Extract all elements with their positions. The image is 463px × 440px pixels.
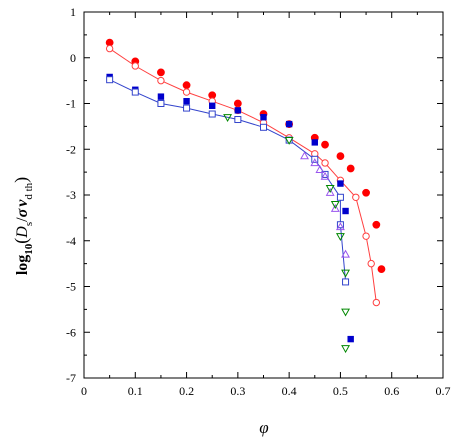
series-5-point [325,185,335,193]
series-5-point [341,345,351,354]
tick-labels: 0 0.1 0.2 0.3 0.4 0.5 0.6 0.7 -7 -6 -5 -4 -3 -2 -1 0 1 [66,5,451,398]
y-tick-label: -1 [66,97,76,111]
series-1-point [105,44,114,53]
x-tick-label: 0 [81,384,87,398]
series-3-point [321,170,329,178]
y-label-sigma: σ [14,208,31,217]
series-0-point [182,81,191,90]
series-3-point [260,123,267,131]
x-tick-label: 0.3 [230,384,245,398]
y-label-slash: / [14,217,31,222]
series-4-point [315,165,325,173]
y-tick-label: -7 [66,371,76,385]
x-tick-label: 0.1 [128,384,143,398]
series-1-point [367,259,375,268]
y-label-log-sub: 10 [23,243,35,255]
series-2-point [234,107,242,114]
series-2-point [183,98,190,105]
series-4-point [320,171,330,180]
series-2-point [157,93,165,100]
series-0-point [372,220,381,229]
series-3-point [336,193,344,201]
y-label-v-sub: d th [23,182,35,199]
series-3-point [106,76,114,84]
series-5-point [223,114,233,123]
y-tick-label: -2 [66,142,76,156]
series-2-point [337,180,344,187]
series-4-point [325,187,335,196]
x-tick-label: 0.4 [282,384,297,398]
series-5-point [330,201,340,209]
series-3-line [109,79,347,282]
plot-frame [83,11,444,379]
series-3-point [131,88,139,96]
series-5-point [284,137,294,145]
series-2-point [342,207,349,215]
series-4-point [310,158,320,167]
data-markers [105,38,386,354]
series-4-point [335,222,345,231]
series-0-point [346,164,355,173]
series-5-point [335,233,345,241]
series-1-line [109,48,377,303]
y-tick-label: -3 [66,188,76,202]
series-1-point [131,62,139,70]
y-tick-label: -5 [66,280,76,294]
series-2-point [311,139,318,146]
series-0-point [362,188,370,197]
series-0-point [157,68,165,77]
x-axis-label: φ [259,418,268,437]
series-1-point [372,298,381,307]
y-axis-label: log10(Ds/σvd th) [11,177,35,275]
y-tick-label: 0 [70,51,76,65]
series-4-point [341,249,351,258]
x-tick-label: 0.2 [179,384,194,398]
series-0-point [336,152,345,161]
series-1-point [352,193,360,201]
series-2-point [209,102,216,109]
y-tick-label: -6 [66,325,76,339]
x-tick-label: 0.7 [436,384,451,398]
y-label-d-sub: s [23,222,35,226]
series-3-point [183,104,191,112]
series-0-point [233,99,242,108]
y-label-close: ) [11,177,32,183]
x-tick-label: 0.6 [384,384,399,398]
series-4-point [330,203,340,212]
series-lines [109,48,377,303]
y-label-open: ( [11,238,32,244]
series-4-point [300,151,309,160]
series-1-point [362,232,370,240]
series-1-point [321,159,329,167]
series-3-point [342,278,350,286]
series-0-point [377,265,386,274]
series-5-point [341,269,351,278]
series-0-point [321,140,329,149]
series-2-point [285,120,293,128]
series-3-point [336,221,344,229]
series-3-point [208,110,216,118]
y-label-v: v [14,199,31,207]
y-tick-label: -4 [66,234,76,248]
series-2-point [347,335,354,343]
x-tick-label: 0.5 [333,384,348,398]
series-3-point [157,100,165,107]
series-5-point [341,308,351,317]
y-tick-label: 1 [70,5,76,19]
y-label-log: log [14,255,31,275]
y-label-d: D [14,226,31,239]
series-1-point [157,76,165,85]
series-2-point [260,114,267,121]
series-3-point [234,116,242,124]
series-1-point [182,88,191,96]
